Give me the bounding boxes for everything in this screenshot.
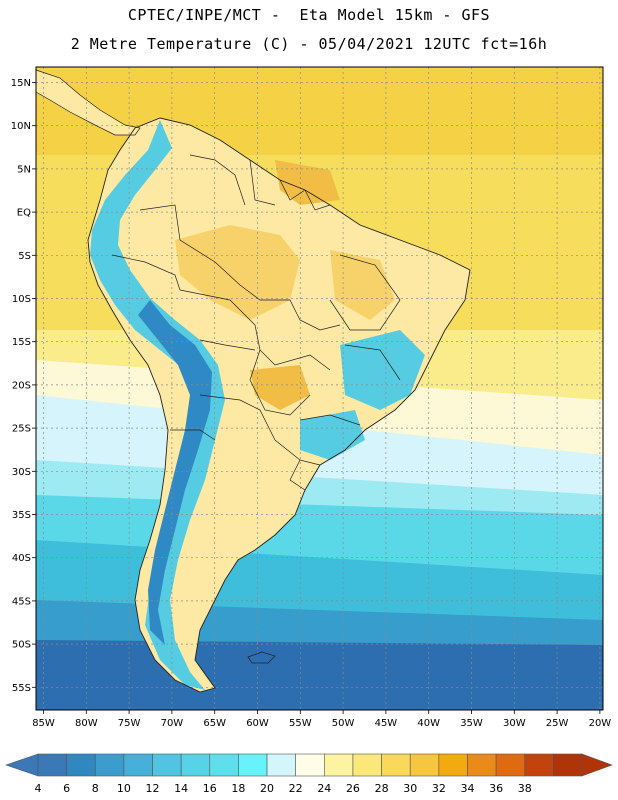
- longitude-label: 65W: [203, 718, 226, 729]
- longitude-label: 55W: [289, 718, 312, 729]
- longitude-label: 20W: [589, 718, 612, 729]
- falkland-islands: [247, 651, 276, 664]
- colorbar-cell: [123, 753, 153, 777]
- colorbar-cell: [66, 753, 96, 777]
- colorbar-cell: [209, 753, 239, 777]
- temperature-map: 15N 10N 5N EQ 5S 10S 15S 20S 25S 30S 35S 40S 45S 50S 5…: [11, 66, 611, 729]
- temperature-colorbar: 4 6 8 10 12 14 16 18 20 22 24 26 28 30 32 34 36 38: [5, 753, 613, 795]
- andes-cold-strip: [90, 120, 225, 690]
- andes-colder-core: [138, 300, 212, 645]
- brazil-highlands-cool: [340, 330, 425, 410]
- map-title-line1: CPTEC/INPE/MCT - Eta Model 15km - GFS: [127, 6, 491, 24]
- graticule: [36, 67, 603, 710]
- colorbar-label: 4: [35, 782, 42, 795]
- colorbar-label: 16: [203, 782, 217, 795]
- colorbar-label: 26: [346, 782, 360, 795]
- colorbar-label: 14: [174, 782, 188, 795]
- colorbar-label: 6: [63, 782, 70, 795]
- latitude-label: 10S: [12, 294, 31, 305]
- colorbar-cell: [495, 753, 526, 777]
- latitude-label: 45S: [12, 596, 31, 607]
- colorbar-cell: [381, 753, 411, 777]
- land-warm-region: [250, 365, 310, 410]
- colorbar-label: 8: [92, 782, 99, 795]
- colorbar-cell: [266, 753, 296, 777]
- colorbar-cell: [37, 753, 67, 777]
- ocean-band-warm-north: [36, 67, 603, 157]
- longitude-label: 80W: [75, 718, 98, 729]
- colorbar-label: 30: [403, 782, 417, 795]
- colorbar-label: 18: [231, 782, 245, 795]
- colorbar-cell: [295, 753, 325, 777]
- colorbar-cell: [352, 753, 382, 777]
- colorbar-label: 34: [460, 782, 474, 795]
- longitude-label: 45W: [375, 718, 398, 729]
- longitude-label: 35W: [460, 718, 483, 729]
- brazil-south-cool: [300, 410, 365, 460]
- colorbar-label: 20: [260, 782, 274, 795]
- latitude-label: 15S: [12, 337, 31, 348]
- latitude-label: 10N: [11, 121, 31, 132]
- longitude-label: 75W: [118, 718, 141, 729]
- latitude-label: 20S: [12, 380, 31, 391]
- colorbar-cell: [524, 753, 554, 777]
- longitude-label: 30W: [503, 718, 526, 729]
- land-warm-region: [330, 250, 395, 320]
- latitude-labels: 15N 10N 5N EQ 5S 10S 15S 20S 25S 30S 35S 40S 45S 50S 5…: [11, 78, 31, 694]
- land-warm-region: [275, 160, 340, 205]
- longitude-label: 70W: [161, 718, 184, 729]
- colorbar-cell: [238, 753, 268, 777]
- colorbar-high-arrow: [581, 753, 613, 777]
- longitude-label: 25W: [546, 718, 569, 729]
- latitude-label: 5N: [17, 164, 31, 175]
- map-frame: [35, 66, 604, 711]
- colorbar-label: 32: [432, 782, 446, 795]
- colorbar-cell: [324, 753, 354, 777]
- colorbar-cell: [438, 753, 468, 777]
- land-warm-region: [175, 225, 300, 320]
- latitude-label: 30S: [12, 467, 31, 478]
- colorbar-low-arrow: [5, 753, 39, 777]
- colorbar-cell: [94, 753, 125, 777]
- colorbar-cell: [409, 753, 440, 777]
- colorbar-label: 28: [375, 782, 389, 795]
- latitude-label: 35S: [12, 510, 31, 521]
- colorbar-cell: [553, 753, 583, 777]
- longitude-labels: 85W 80W 75W 70W 65W 60W 55W 50W 45W 40W 35W 30W 25W 2…: [32, 718, 611, 729]
- colorbar-label: 36: [489, 782, 503, 795]
- longitude-label: 50W: [332, 718, 355, 729]
- longitude-label: 40W: [417, 718, 440, 729]
- latitude-label: 50S: [12, 640, 31, 651]
- latitude-label: 25S: [12, 424, 31, 435]
- longitude-label: 85W: [32, 718, 55, 729]
- colorbar-cell: [152, 753, 182, 777]
- latitude-label: 15N: [11, 78, 31, 89]
- latitude-label: 40S: [12, 553, 31, 564]
- map-title-line2: 2 Metre Temperature (C) - 05/04/2021 12U…: [70, 35, 548, 53]
- colorbar-label: 24: [317, 782, 331, 795]
- axis-ticks: [32, 82, 601, 714]
- colorbar-label: 10: [117, 782, 131, 795]
- colorbar-label: 38: [518, 782, 532, 795]
- colorbar-cell: [467, 753, 497, 777]
- colorbar-label: 12: [146, 782, 160, 795]
- ocean-band-deep: [36, 640, 603, 710]
- latitude-label: EQ: [17, 208, 31, 219]
- latitude-label: 5S: [18, 251, 31, 262]
- longitude-label: 60W: [246, 718, 269, 729]
- colorbar-cell: [180, 753, 211, 777]
- country-borders: [35, 69, 471, 693]
- latitude-label: 55S: [12, 683, 31, 694]
- colorbar-label: 22: [289, 782, 303, 795]
